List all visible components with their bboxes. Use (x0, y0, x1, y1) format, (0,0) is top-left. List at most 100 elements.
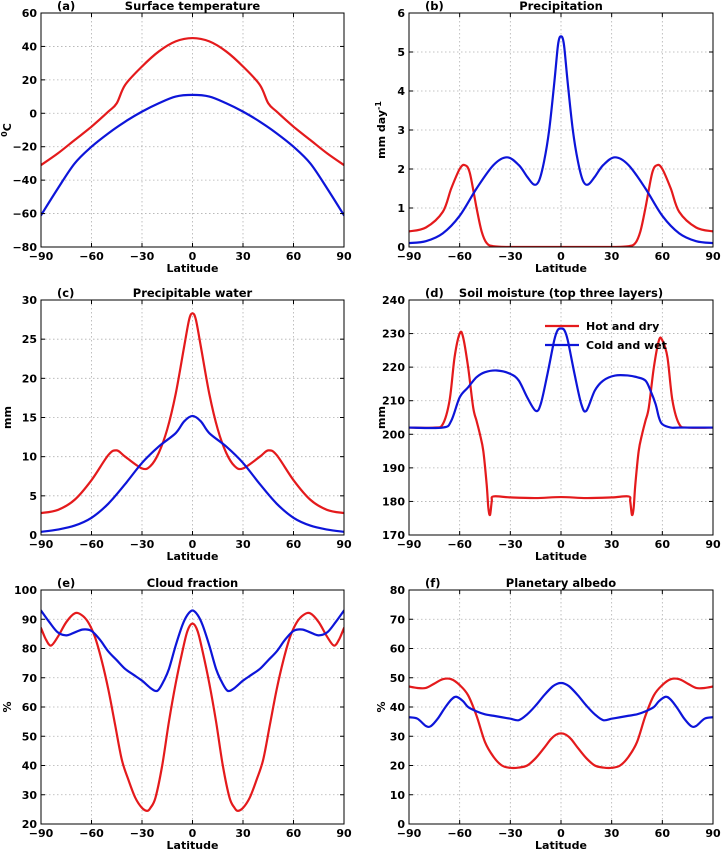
series-line-cold-and-wet (409, 327, 713, 430)
x-tick-label: 30 (604, 250, 620, 263)
x-tick-label: 0 (557, 538, 565, 551)
panel-label: (e) (57, 576, 75, 590)
series-line-hot-and-dry (41, 312, 344, 515)
chart-title: Precipitation (519, 0, 603, 13)
y-tick-label: −80 (12, 241, 37, 254)
x-tick-label: 60 (286, 250, 302, 263)
x-tick-label: 30 (235, 827, 251, 840)
x-tick-label: 60 (286, 827, 302, 840)
series-line-cold-and-wet (409, 681, 713, 729)
x-tick-label: −30 (130, 250, 155, 263)
x-axis-label: Latitude (167, 262, 219, 275)
x-tick-label: 0 (557, 250, 565, 263)
x-tick-label: 0 (557, 827, 565, 840)
y-tick-label: 40 (22, 40, 38, 53)
chart-panel-5: −90 −60 −30 0 30 60 90 20 30 40 50 60 70 80 90 100 (e) Cl… (1, 576, 352, 850)
y-tick-label: 60 (390, 643, 406, 656)
y-tick-label: 50 (22, 730, 38, 743)
y-tick-label: 10 (22, 451, 38, 464)
chart-title: Soil moisture (top three layers) (459, 286, 663, 300)
x-tick-label: −60 (447, 827, 472, 840)
y-tick-label: 2 (397, 163, 405, 176)
series-line-hot-and-dry (409, 163, 713, 247)
y-tick-label: 3 (397, 124, 405, 137)
x-tick-label: 60 (286, 538, 302, 551)
y-tick-label: 230 (382, 328, 405, 341)
series-line-hot-and-dry (41, 611, 344, 812)
chart-title: Cloud fraction (147, 576, 238, 590)
y-tick-label: 240 (382, 294, 405, 307)
x-tick-label: 90 (336, 250, 352, 263)
x-axis-label: Latitude (535, 839, 587, 850)
x-tick-label: 90 (336, 538, 352, 551)
x-tick-label: −30 (498, 538, 523, 551)
x-tick-label: −60 (447, 250, 472, 263)
x-tick-label: 90 (336, 827, 352, 840)
series-line-cold-and-wet (41, 93, 344, 217)
y-tick-label: 5 (29, 490, 37, 503)
chart-panel-1: −90 −60 −30 0 30 60 90 −80 −60 −40 −20 0 20 40 60 (a) Su… (0, 0, 352, 275)
y-tick-label: 80 (22, 643, 38, 656)
x-tick-label: −90 (29, 827, 54, 840)
y-tick-label: 10 (390, 789, 406, 802)
y-tick-label: 190 (382, 462, 405, 475)
y-axis-label: % (1, 701, 14, 712)
x-axis-label: Latitude (167, 839, 219, 850)
y-tick-label: 60 (22, 7, 38, 20)
panel-label: (c) (57, 286, 74, 300)
y-tick-label: 30 (22, 294, 38, 307)
y-tick-label: −60 (12, 208, 37, 221)
x-axis-label: Latitude (167, 550, 219, 563)
x-axis-label: Latitude (535, 262, 587, 275)
x-tick-label: −60 (447, 538, 472, 551)
x-tick-label: 90 (705, 250, 721, 263)
x-tick-label: −30 (130, 538, 155, 551)
y-tick-label: 4 (397, 85, 405, 98)
x-tick-label: −90 (29, 250, 54, 263)
y-tick-label: −40 (12, 174, 37, 187)
x-tick-label: 0 (189, 538, 197, 551)
y-tick-label: 70 (390, 613, 406, 626)
y-tick-label: 210 (382, 395, 405, 408)
y-tick-label: 20 (22, 818, 38, 831)
y-tick-label: 70 (22, 672, 38, 685)
legend-label: Hot and dry (586, 320, 659, 333)
chart-panel-2: −90 −60 −30 0 30 60 90 0 1 2 3 4 5 6 (b) Precipitation L… (374, 0, 721, 275)
y-tick-label: 20 (22, 372, 38, 385)
x-tick-label: −60 (79, 827, 104, 840)
y-tick-label: 1 (397, 202, 405, 215)
x-tick-label: −90 (397, 827, 422, 840)
y-tick-label: 220 (382, 361, 405, 374)
chart-title: Surface temperature (125, 0, 261, 13)
y-tick-label: 80 (390, 584, 406, 597)
panel-label: (b) (425, 0, 444, 13)
x-tick-label: −60 (79, 538, 104, 551)
panel-label: (f) (425, 576, 441, 590)
y-axis-label: % (375, 701, 388, 712)
y-tick-label: 6 (397, 7, 405, 20)
x-tick-label: 90 (705, 827, 721, 840)
y-axis-label: 0C (0, 123, 14, 137)
x-tick-label: −90 (397, 250, 422, 263)
x-tick-label: 90 (705, 538, 721, 551)
legend-label: Cold and wet (586, 339, 667, 352)
y-tick-label: 60 (22, 701, 38, 714)
x-tick-label: 30 (604, 827, 620, 840)
y-tick-label: 5 (397, 46, 405, 59)
x-tick-label: 30 (235, 250, 251, 263)
x-tick-label: 30 (604, 538, 620, 551)
legend: Hot and dry Cold and wet (545, 320, 667, 352)
x-tick-label: 60 (655, 250, 671, 263)
series-line-cold-and-wet (409, 35, 713, 245)
chart-panel-4: −90 −60 −30 0 30 60 90 170 180 190 200 210 220 230 240… (375, 286, 721, 563)
x-tick-label: −30 (498, 250, 523, 263)
y-tick-label: −20 (12, 141, 37, 154)
y-tick-label: 100 (14, 584, 37, 597)
y-tick-label: 0 (29, 529, 37, 542)
y-tick-label: 200 (382, 428, 405, 441)
chart-title: Planetary albedo (506, 576, 617, 590)
y-axis-label: mm (375, 406, 388, 429)
y-tick-label: 180 (382, 495, 405, 508)
x-tick-label: −30 (130, 827, 155, 840)
y-tick-label: 20 (22, 74, 38, 87)
